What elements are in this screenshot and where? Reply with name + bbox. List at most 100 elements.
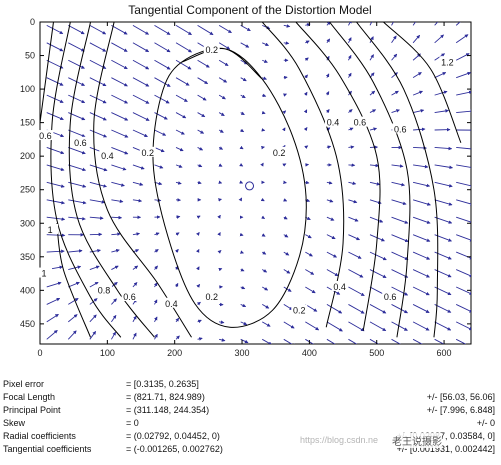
vector-arrow (240, 321, 248, 326)
vector-arrow (261, 110, 266, 115)
contour-label-bg (331, 280, 348, 291)
vector-arrow (391, 304, 408, 314)
vector-arrow (111, 248, 120, 253)
vector-arrow (347, 54, 352, 61)
vector-arrow (132, 198, 143, 203)
contour-label-bg (95, 284, 112, 295)
vector-arrow (46, 199, 65, 205)
vector-arrow (197, 24, 214, 36)
vector-arrow (218, 198, 222, 202)
vector-arrow (434, 109, 449, 114)
vector-arrow (196, 215, 201, 219)
vector-arrow (68, 94, 86, 104)
vector-arrow (282, 110, 287, 115)
vector-arrow (153, 282, 158, 288)
vector-arrow (412, 321, 430, 331)
vector-arrow (455, 321, 471, 331)
contour-labels: 0.2 0.2 0.2 0.2 0.2 0.4 0.4 0.4 0.4 0.6 0.6 0.6 0.6 0… (36, 44, 456, 315)
vector-arrow (111, 147, 129, 155)
vector-arrow (132, 181, 144, 186)
vector-arrow (412, 22, 417, 26)
vector-arrow (218, 267, 223, 272)
vector-arrow (89, 265, 100, 270)
contour-label: 0.2 (205, 292, 218, 302)
y-tick-label: 350 (20, 252, 35, 262)
vector-arrow (46, 233, 66, 238)
vector-arrow (132, 59, 150, 70)
vector-arrow (132, 24, 150, 35)
vector-arrow (304, 145, 309, 149)
param-row: Principal Point = (311.148, 244.354) +/- [… (0, 405, 501, 418)
vector-arrow (132, 332, 137, 340)
vector-arrow (434, 216, 453, 224)
vector-arrow (218, 180, 223, 184)
vector-arrow (304, 74, 308, 79)
contour-0-8 (50, 22, 122, 338)
vector-arrow (369, 90, 376, 96)
y-axis: 0 50 100 150 200 250 300 350 400 450 (20, 17, 471, 329)
x-tick-label: 300 (235, 348, 250, 358)
vector-arrow (239, 145, 244, 150)
vector-arrow (391, 53, 398, 61)
y-tick-label: 0 (30, 17, 35, 27)
vector-arrow (197, 180, 202, 185)
vector-arrow (369, 163, 380, 168)
contour-label: 0.2 (141, 148, 154, 158)
vector-arrow (391, 286, 409, 296)
contour-label: 0.6 (123, 292, 136, 302)
contour-label: 0.4 (101, 151, 114, 161)
vector-arrow (46, 249, 65, 254)
vector-arrow (304, 57, 309, 62)
vector-arrow (218, 94, 226, 100)
vector-arrow (218, 77, 228, 83)
vector-arrow (89, 281, 99, 288)
param-value: = (311.148, 244.354) (126, 405, 210, 415)
vector-arrow (111, 112, 129, 121)
vector-arrow (369, 251, 387, 261)
vector-arrow (369, 109, 377, 113)
param-name: Principal Point (3, 405, 61, 415)
vector-arrow (434, 22, 439, 26)
vector-arrow (303, 109, 308, 114)
x-axis: 0 100 200 300 400 500 600 (37, 22, 452, 358)
contour-label: 0.4 (327, 118, 340, 128)
vector-arrow (369, 36, 374, 44)
vector-arrow (369, 269, 387, 279)
x-tick-label: 0 (37, 348, 42, 358)
vector-arrow (391, 251, 409, 260)
vector-arrow (455, 22, 461, 26)
vector-arrow (217, 214, 221, 219)
vector-arrow (132, 164, 145, 170)
vector-arrow (46, 59, 64, 69)
vector-arrow (305, 321, 320, 331)
vector-arrow (238, 197, 243, 202)
vector-arrow (262, 286, 269, 291)
vector-arrow (46, 313, 59, 323)
vector-arrow (68, 24, 85, 35)
vector-arrow (348, 269, 364, 278)
vector-arrow (132, 282, 138, 288)
vector-arrow (348, 72, 352, 78)
vector-arrow (217, 250, 222, 254)
vector-arrow (369, 22, 374, 26)
contour-label-bg (42, 223, 59, 234)
vector-arrow (218, 59, 229, 66)
x-tick-label: 600 (437, 348, 452, 358)
vector-arrow (239, 180, 244, 184)
contour-label-bg (36, 267, 53, 278)
vector-arrow (132, 315, 137, 323)
contour-label: 0.6 (39, 131, 52, 141)
vector-arrow (68, 298, 79, 305)
vector-arrow (434, 34, 444, 44)
param-value: = (-0.001265, 0.002762) (126, 444, 223, 454)
vector-arrow (262, 304, 270, 309)
vector-arrow (283, 251, 290, 256)
param-value: = 0 (126, 418, 139, 428)
vector-arrow (175, 232, 180, 236)
vector-arrow (456, 90, 471, 96)
vector-arrow (456, 199, 471, 206)
vector-arrow (110, 331, 116, 340)
vector-arrow (283, 24, 291, 28)
vector-arrow (326, 304, 343, 314)
vector-arrow (111, 59, 128, 70)
